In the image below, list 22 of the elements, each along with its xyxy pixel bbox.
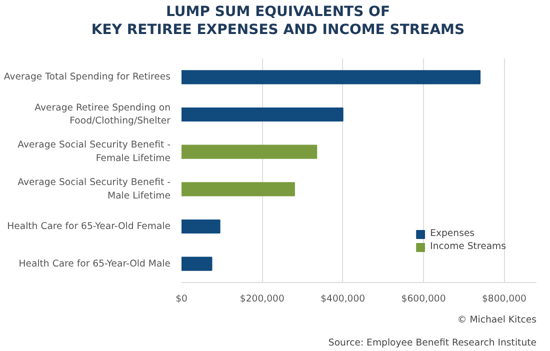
y-tick-label: Health Care for 65-Year-Old Male	[18, 258, 171, 270]
x-tick-label: $600,000	[401, 294, 446, 304]
y-tick-label: Average Total Spending for Retirees	[4, 72, 171, 83]
y-tick-label: Health Care for 65-Year-Old Female	[7, 221, 171, 232]
bar	[182, 70, 481, 84]
x-tick-label: $800,000	[482, 294, 527, 304]
y-tick-label: Average Social Security Benefit - Male Lifetime	[18, 177, 171, 202]
bar	[182, 256, 212, 271]
x-tick-label: $200,000	[240, 294, 284, 304]
y-tick-label: Average Social Security Benefit - Female Lifetime	[18, 140, 171, 164]
chart-title: LUMP SUM EQUIVALENTS OF KEY RETIREE EXPENSES AND INCOME STREAMS	[91, 4, 465, 39]
bar	[182, 144, 318, 159]
bar	[182, 182, 295, 196]
y-tick-label: Average Retiree Spending on Food/Clothing/Shelter	[34, 102, 171, 127]
source-note: Source: Employee Benefit Research Institute	[328, 338, 537, 348]
x-tick-label: $400,000	[320, 294, 366, 304]
bar	[182, 107, 344, 122]
bar	[182, 219, 220, 234]
legend-label: Income Streams	[430, 241, 506, 252]
text: © Michael Kitces	[457, 314, 537, 326]
x-tick-label: $0	[176, 294, 188, 304]
legend-label: Expenses	[430, 228, 475, 239]
